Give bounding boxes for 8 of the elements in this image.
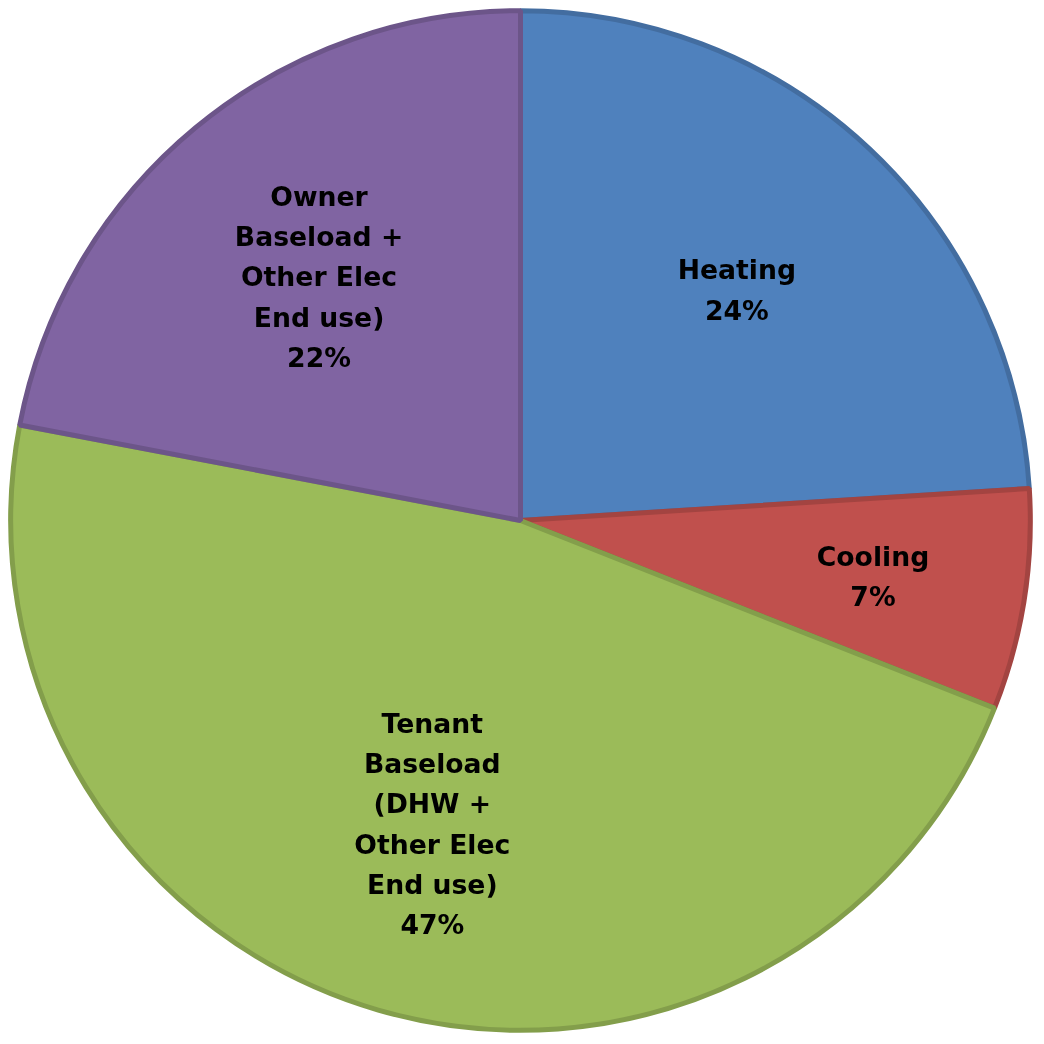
data-label: 7%: [850, 580, 896, 612]
slice-label: Heating: [677, 254, 797, 286]
data-label: 22%: [287, 342, 351, 374]
slice-label: Cooling: [816, 540, 930, 572]
slice-label: Tenant Baseload (DHW + Other Elec End use): [354, 707, 511, 900]
data-label: 24%: [704, 294, 769, 326]
data-label: 47%: [400, 909, 465, 941]
slice-label: Owner Baseload + Other Elec End use): [234, 180, 404, 333]
